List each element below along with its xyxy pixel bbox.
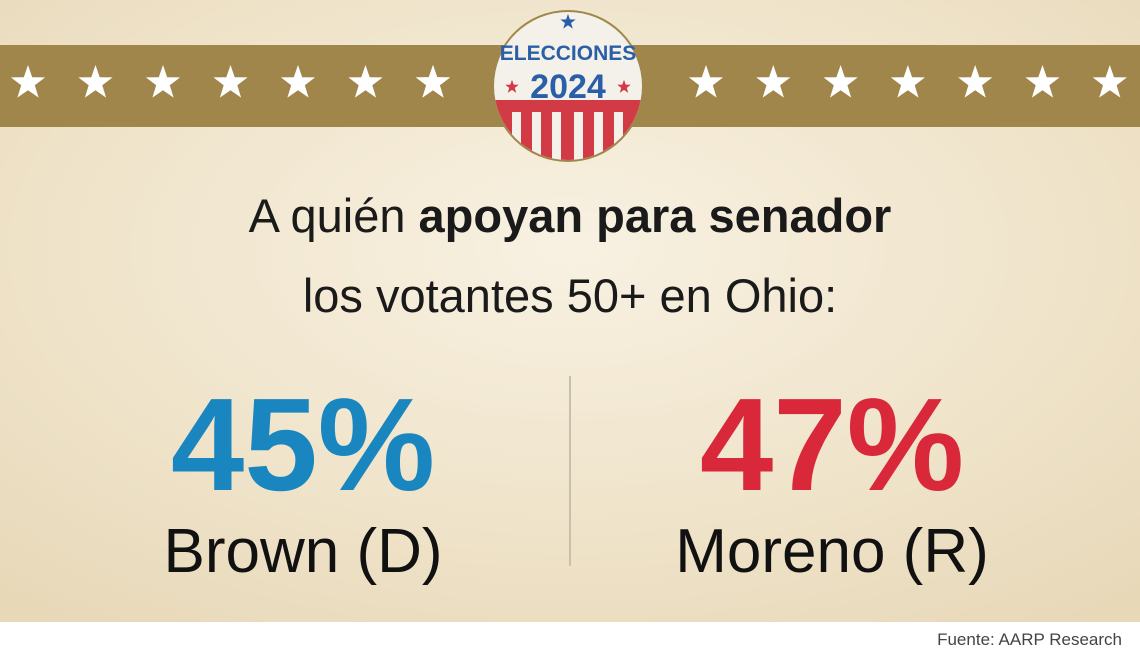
- headline-regular: A quién: [249, 189, 406, 242]
- results: 45%Brown (D) 47%Moreno (R): [163, 371, 988, 586]
- headline-line1: A quién apoyan para senador: [249, 189, 892, 242]
- candidate: Brown (D): [163, 517, 442, 586]
- percent: 45%: [171, 371, 435, 518]
- badge: ELECCIONES 2024: [492, 10, 644, 162]
- badge-title: ELECCIONES: [500, 42, 637, 65]
- candidate: Moreno (R): [675, 517, 989, 586]
- source: Fuente: AARP Research: [937, 630, 1122, 649]
- headline-line2: los votantes 50+ en Ohio:: [303, 269, 837, 322]
- badge-year: 2024: [530, 68, 606, 106]
- footer-strip: [0, 622, 1140, 655]
- headline-bold: apoyan para senador: [419, 189, 892, 242]
- percent: 47%: [700, 371, 964, 518]
